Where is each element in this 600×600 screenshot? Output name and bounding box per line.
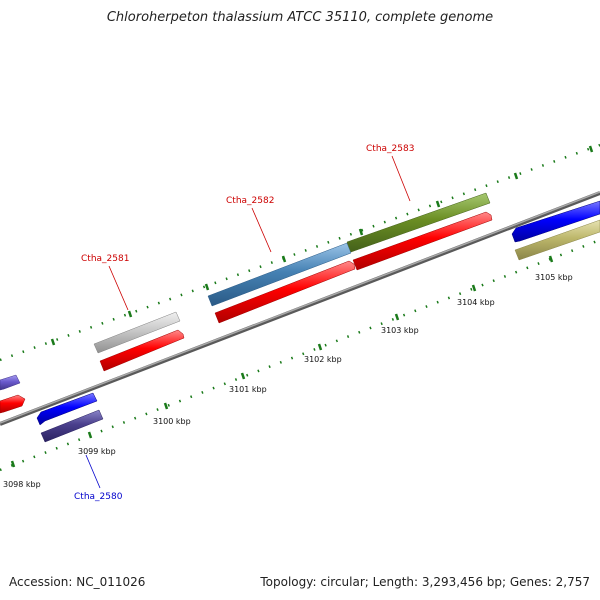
upper-track-ticks bbox=[52, 146, 592, 345]
accession-label: Accession: NC_011026 bbox=[9, 575, 145, 589]
gene-feature-red-left[interactable] bbox=[0, 395, 25, 413]
upper-scale-track bbox=[0, 145, 600, 360]
label-ctha-2580[interactable]: Ctha_2580 bbox=[74, 492, 123, 502]
kbp-label-3103: 3103 kbp bbox=[381, 326, 419, 335]
kbp-label-3102: 3102 kbp bbox=[304, 355, 342, 364]
topology-summary: Topology: circular; Length: 3,293,456 bp… bbox=[260, 575, 590, 589]
genome-map: 3098 kbp 3099 kbp 3100 kbp 3101 kbp 3102… bbox=[0, 0, 600, 600]
label-ctha-2582[interactable]: Ctha_2582 bbox=[226, 196, 274, 206]
kbp-label-3101: 3101 kbp bbox=[229, 385, 267, 394]
leader-ctha-2581 bbox=[109, 266, 128, 310]
kbp-label-3100: 3100 kbp bbox=[153, 417, 191, 426]
kbp-label-3105: 3105 kbp bbox=[535, 273, 573, 282]
label-ctha-2583[interactable]: Ctha_2583 bbox=[366, 144, 414, 154]
leader-ctha-2582 bbox=[252, 208, 271, 252]
gene-feature-purple[interactable] bbox=[0, 375, 20, 390]
gene-feature-red-2581[interactable] bbox=[100, 330, 184, 371]
label-ctha-2581[interactable]: Ctha_2581 bbox=[81, 254, 129, 264]
kbp-label-3099: 3099 kbp bbox=[78, 447, 116, 456]
leader-ctha-2580 bbox=[86, 455, 100, 488]
genome-backbone bbox=[0, 192, 600, 424]
kbp-label-3104: 3104 kbp bbox=[457, 298, 495, 307]
kbp-label-3098: 3098 kbp bbox=[3, 480, 41, 489]
leader-ctha-2583 bbox=[392, 156, 410, 201]
